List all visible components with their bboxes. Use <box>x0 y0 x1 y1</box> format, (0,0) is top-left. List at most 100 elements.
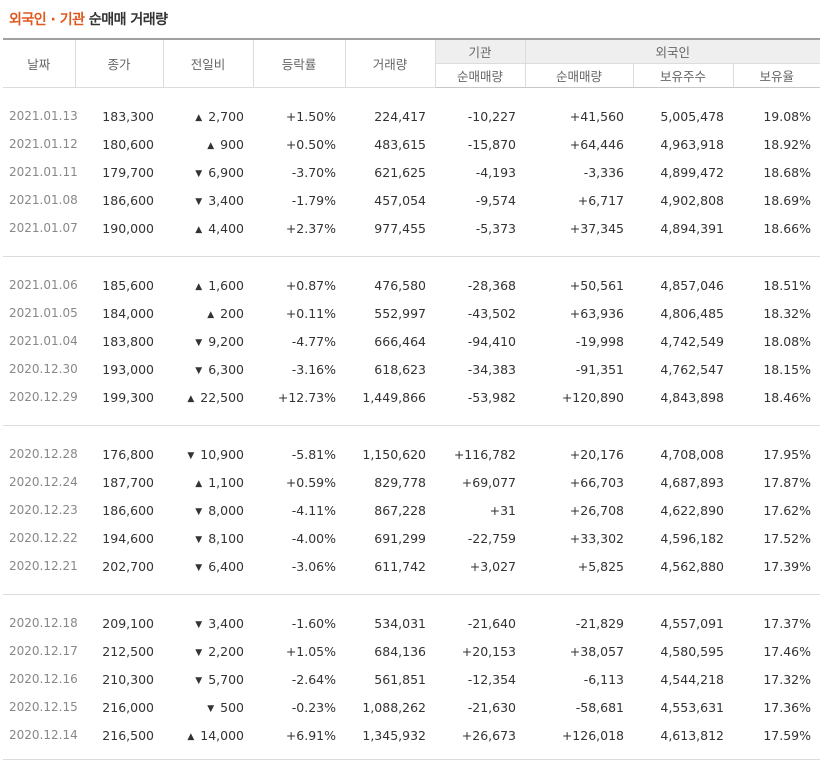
trading-table: 날짜 종가 전일비 등락률 거래량 기관 외국인 순매매량 순매매량 보유주수 … <box>3 38 820 760</box>
cell-change: ▼ 2,200 <box>163 637 253 665</box>
cell-inst-net: +26,673 <box>461 727 516 743</box>
table-row: 2021.01.11 179,700 ▼ 6,900 -3.70% 621,625 -4,1… <box>3 158 820 186</box>
arrow-down-icon: ▼ <box>195 337 203 348</box>
cell-foreign-ratio: 18.46% <box>763 389 811 405</box>
arrow-down-icon: ▼ <box>187 450 195 461</box>
cell-close: 193,000 <box>102 361 154 377</box>
change-value: 200 <box>220 305 244 321</box>
cell-inst-net: -15,870 <box>467 136 516 152</box>
cell-inst-net: -43,502 <box>467 305 516 321</box>
cell-foreign-ratio: 19.08% <box>763 108 811 124</box>
cell-change: ▼ 3,400 <box>163 186 253 214</box>
table-row: 2021.01.12 180,600 ▲ 900 +0.50% 483,615 -15,87… <box>3 130 820 158</box>
col-header-volume: 거래량 <box>345 38 436 88</box>
cell-inst-net: -10,227 <box>467 108 516 124</box>
cell-date: 2020.12.24 <box>9 475 78 489</box>
cell-date: 2020.12.16 <box>9 672 78 686</box>
arrow-up-icon: ▲ <box>207 140 215 151</box>
cell-rate: -4.11% <box>291 502 336 518</box>
change-value: 14,000 <box>200 727 244 743</box>
cell-foreign-hold: 4,687,893 <box>660 474 724 490</box>
cell-close: 184,000 <box>102 305 154 321</box>
cell-date: 2020.12.17 <box>9 644 78 658</box>
arrow-up-icon: ▲ <box>195 478 203 489</box>
table-row: 2020.12.18 209,100 ▼ 3,400 -1.60% 534,031 -21,… <box>3 609 820 637</box>
cell-volume: 483,615 <box>374 136 426 152</box>
col-header-change: 전일비 <box>163 38 254 88</box>
cell-change: ▼ 8,100 <box>163 524 253 552</box>
cell-inst-net: -28,368 <box>467 277 516 293</box>
cell-foreign-ratio: 17.37% <box>763 615 811 631</box>
table-spacer <box>3 426 820 441</box>
cell-foreign-net: +41,560 <box>569 108 624 124</box>
arrow-down-icon: ▼ <box>195 168 203 179</box>
cell-date: 2020.12.18 <box>9 616 78 630</box>
arrow-down-icon: ▼ <box>207 703 215 714</box>
cell-foreign-ratio: 17.39% <box>763 558 811 574</box>
cell-change: ▲ 4,400 <box>163 214 253 242</box>
cell-rate: -1.60% <box>291 615 336 631</box>
cell-change: ▼ 5,700 <box>163 665 253 693</box>
cell-date: 2021.01.06 <box>9 278 78 292</box>
cell-volume: 618,623 <box>374 361 426 377</box>
cell-inst-net: +116,782 <box>453 446 516 462</box>
cell-inst-net: -21,640 <box>467 615 516 631</box>
cell-foreign-net: -21,829 <box>575 615 624 631</box>
cell-close: 212,500 <box>102 643 154 659</box>
cell-rate: -4.77% <box>291 333 336 349</box>
table-row: 2020.12.28 176,800 ▼ 10,900 -5.81% 1,150,620 +… <box>3 440 820 468</box>
cell-volume: 1,088,262 <box>362 699 426 715</box>
section-title-accent: 외국인 · 기관 <box>9 12 85 28</box>
cell-close: 187,700 <box>102 474 154 490</box>
arrow-down-icon: ▼ <box>195 562 203 573</box>
change-value: 2,200 <box>208 643 244 659</box>
cell-volume: 621,625 <box>374 164 426 180</box>
cell-foreign-ratio: 17.95% <box>763 446 811 462</box>
table-row: 2020.12.17 212,500 ▼ 2,200 +1.05% 684,136 +20,… <box>3 637 820 665</box>
cell-foreign-hold: 4,596,182 <box>660 530 724 546</box>
cell-rate: -0.23% <box>291 699 336 715</box>
cell-inst-net: -94,410 <box>467 333 516 349</box>
cell-rate: +1.50% <box>285 108 336 124</box>
cell-foreign-net: +37,345 <box>569 220 624 236</box>
cell-foreign-ratio: 17.52% <box>763 530 811 546</box>
cell-foreign-hold: 4,894,391 <box>660 220 724 236</box>
section-title: 외국인 · 기관 순매매 거래량 <box>9 9 168 31</box>
cell-change: ▼ 6,400 <box>163 552 253 580</box>
cell-inst-net: +69,077 <box>461 474 516 490</box>
change-value: 8,100 <box>208 530 244 546</box>
col-header-foreign-ratio: 보유율 <box>733 63 820 88</box>
cell-change: ▼ 6,300 <box>163 355 253 383</box>
table-row: 2020.12.29 199,300 ▲ 22,500 +12.73% 1,449,866… <box>3 383 820 411</box>
table-row: 2020.12.22 194,600 ▼ 8,100 -4.00% 691,299 -22,… <box>3 524 820 552</box>
cell-date: 2020.12.22 <box>9 531 78 545</box>
cell-rate: -1.79% <box>291 192 336 208</box>
arrow-up-icon: ▲ <box>187 393 195 404</box>
table-spacer <box>3 88 820 103</box>
table-row: 2021.01.05 184,000 ▲ 200 +0.11% 552,997 -43,50… <box>3 299 820 327</box>
arrow-down-icon: ▼ <box>195 619 203 630</box>
change-value: 22,500 <box>200 389 244 405</box>
cell-close: 194,600 <box>102 530 154 546</box>
change-value: 4,400 <box>208 220 244 236</box>
arrow-up-icon: ▲ <box>195 224 203 235</box>
cell-volume: 552,997 <box>374 305 426 321</box>
cell-foreign-net: -3,336 <box>583 164 624 180</box>
cell-foreign-net: +33,302 <box>569 530 624 546</box>
change-value: 5,700 <box>208 671 244 687</box>
cell-rate: -2.64% <box>291 671 336 687</box>
cell-foreign-net: -19,998 <box>575 333 624 349</box>
change-value: 9,200 <box>208 333 244 349</box>
cell-date: 2020.12.28 <box>9 447 78 461</box>
cell-volume: 224,417 <box>374 108 426 124</box>
cell-change: ▼ 6,900 <box>163 158 253 186</box>
col-header-inst-net: 순매매량 <box>435 63 526 88</box>
cell-foreign-hold: 4,762,547 <box>660 361 724 377</box>
cell-date: 2021.01.12 <box>9 137 78 151</box>
table-row: 2020.12.16 210,300 ▼ 5,700 -2.64% 561,851 -12,… <box>3 665 820 693</box>
cell-date: 2020.12.21 <box>9 559 78 573</box>
cell-inst-net: +20,153 <box>461 643 516 659</box>
cell-change: ▲ 1,100 <box>163 468 253 496</box>
cell-close: 183,300 <box>102 108 154 124</box>
table-body: 2021.01.13 183,300 ▲ 2,700 +1.50% 224,417 -10,… <box>3 88 820 760</box>
